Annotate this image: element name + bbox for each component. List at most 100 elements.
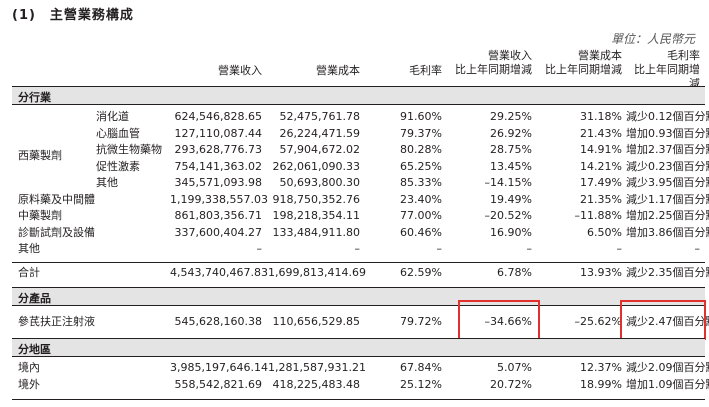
row-label: 促性激素: [96, 159, 140, 173]
row-label: 境外: [18, 377, 40, 391]
row-label: 中藥製劑: [18, 209, 62, 222]
revenue-change-cell: 20.72%: [490, 377, 532, 391]
gm-change-cell: 減少0.12個百分點: [626, 110, 709, 123]
revenue-cell: –: [256, 242, 263, 255]
gross-margin-cell: 80.28%: [400, 143, 442, 156]
section-band-product: [12, 288, 705, 305]
gross-margin-cell: 67.84%: [400, 361, 442, 374]
table-row: 診斷試劑及設備 337,600,404.27 133,484,911.80 60.46…: [0, 226, 709, 240]
row-label: 其他: [18, 242, 40, 255]
product-revenue-change: –34.66%: [484, 315, 532, 328]
revenue-change-cell: 5.07%: [497, 361, 532, 374]
cost-cell: 198,218,354.11: [272, 209, 360, 222]
gross-margin-cell: 60.46%: [400, 225, 442, 239]
row-label: 心腦血管: [96, 126, 140, 140]
section-title: (1) 主營業務構成: [12, 8, 134, 23]
gm-change-cell: 減少3.95個百分點: [626, 176, 709, 189]
header-gm-change-line2: 比上年同期增減: [634, 63, 700, 90]
gross-margin-cell: 25.12%: [400, 377, 442, 391]
revenue-cell: 337,600,404.27: [174, 225, 262, 239]
header-cost-change-line2: 比上年同期增減: [545, 63, 622, 76]
revenue-change-cell: 13.45%: [490, 159, 532, 173]
gm-change-cell: 增加3.86個百分點: [626, 225, 709, 239]
header-gm-change: 毛利率 比上年同期增減: [626, 49, 700, 91]
cost-change-cell: 12.37%: [580, 361, 622, 374]
cost-cell: 1,281,587,931.21: [268, 361, 366, 374]
total-label: 合計: [18, 266, 40, 279]
section-band-industry: [12, 87, 705, 104]
product-cost-change: –25.62%: [574, 315, 622, 328]
table-row: 抗微生物藥物 293,628,776.73 57,904,672.02 80.28% 2…: [0, 143, 709, 157]
table-row: 促性激素 754,141,363.02 262,061,090.33 65.25% 13…: [0, 160, 709, 174]
cost-change-cell: 6.50%: [587, 225, 622, 239]
total-gm-change: 減少2.35個百分點: [626, 266, 709, 279]
table-row: 原料藥及中間體 1,199,338,557.03 918,750,352.76 23.…: [0, 193, 709, 207]
header-revenue: 營業收入: [218, 64, 262, 77]
row-label: 診斷試劑及設備: [18, 225, 95, 239]
divider: [12, 356, 705, 357]
table-row: 心腦血管 127,110,087.44 26,224,471.59 79.37% 26.…: [0, 127, 709, 141]
gross-margin-cell: 79.37%: [400, 126, 442, 140]
gm-change-cell: 減少0.23個百分點: [626, 159, 709, 173]
divider: [12, 338, 705, 339]
gross-margin-cell: 91.60%: [400, 110, 442, 123]
table-row: 其他 – – – – – –: [0, 242, 709, 256]
revenue-cell: 1,199,338,557.03: [170, 192, 268, 206]
cost-change-cell: 31.18%: [580, 110, 622, 123]
gm-change-cell: 增加1.09個百分點: [626, 377, 709, 391]
gm-change-cell: –: [694, 242, 701, 255]
section-label-industry: 分行業: [18, 91, 51, 104]
cost-cell: –: [354, 242, 361, 255]
table-row: 境外 558,542,821.69 418,225,483.48 25.12% 20.7…: [0, 378, 709, 392]
gm-change-cell: 增加2.25個百分點: [626, 209, 709, 222]
row-label: 抗微生物藥物: [96, 143, 162, 156]
section-band-region: [12, 339, 705, 356]
revenue-cell: 3,985,197,646.14: [170, 361, 268, 374]
revenue-cell: 345,571,093.98: [174, 176, 262, 189]
total-revenue: 4,543,740,467.83: [170, 266, 268, 279]
table-row: 境內 3,985,197,646.14 1,281,587,931.21 67.84%…: [0, 361, 709, 375]
header-revenue-change-line1: 營業收入: [488, 49, 532, 62]
industry-group-row: 西藥製劑: [0, 149, 709, 163]
header-revenue-change-line2: 比上年同期增減: [455, 63, 532, 76]
header-revenue-change: 營業收入 比上年同期增減: [446, 49, 532, 77]
divider: [12, 262, 705, 263]
total-cost-change: 13.93%: [580, 266, 622, 279]
header-cost-change: 營業成本 比上年同期增減: [536, 49, 622, 77]
row-label: 消化道: [96, 110, 129, 123]
revenue-cell: 293,628,776.73: [174, 143, 262, 156]
cost-change-cell: 14.21%: [580, 159, 622, 173]
revenue-change-cell: 26.92%: [490, 126, 532, 140]
cost-change-cell: 21.43%: [580, 126, 622, 140]
gm-change-cell: 減少2.09個百分點: [626, 361, 709, 374]
cost-change-cell: 21.35%: [580, 192, 622, 206]
revenue-change-cell: –20.52%: [484, 209, 532, 222]
total-revenue-change: 6.78%: [497, 266, 532, 279]
gross-margin-cell: 77.00%: [400, 209, 442, 222]
divider: [12, 86, 705, 87]
section-label-region: 分地區: [18, 343, 51, 356]
revenue-change-cell: 16.90%: [490, 225, 532, 239]
cost-change-cell: 17.49%: [580, 176, 622, 189]
cost-cell: 50,693,800.30: [279, 176, 360, 189]
product-gross-margin: 79.72%: [400, 315, 442, 328]
revenue-change-cell: 19.49%: [490, 192, 532, 206]
gm-change-cell: 增加0.93個百分點: [626, 126, 709, 140]
cost-cell: 918,750,352.76: [272, 192, 360, 206]
revenue-cell: 558,542,821.69: [174, 377, 262, 391]
currency-unit: 單位：人民幣元: [610, 32, 695, 46]
header-cost-change-line1: 營業成本: [578, 49, 622, 62]
cost-cell: 52,475,761.78: [279, 110, 360, 123]
gross-margin-cell: 85.33%: [400, 176, 442, 189]
row-label: 境內: [18, 361, 40, 374]
total-row: 合計 4,543,740,467.83 1,699,813,414.69 62.…: [0, 266, 709, 280]
revenue-cell: 754,141,363.02: [174, 159, 262, 173]
revenue-change-cell: –: [526, 242, 533, 255]
revenue-change-cell: 28.75%: [490, 143, 532, 156]
product-cost: 110,656,529.85: [272, 315, 360, 328]
total-cost: 1,699,813,414.69: [268, 266, 366, 279]
table-row: 其他 345,571,093.98 50,693,800.30 85.33% –14.1…: [0, 176, 709, 190]
product-gm-change: 減少2.47個百分點: [626, 315, 709, 328]
gross-margin-cell: 23.40%: [400, 192, 442, 206]
cost-cell: 57,904,672.02: [279, 143, 360, 156]
